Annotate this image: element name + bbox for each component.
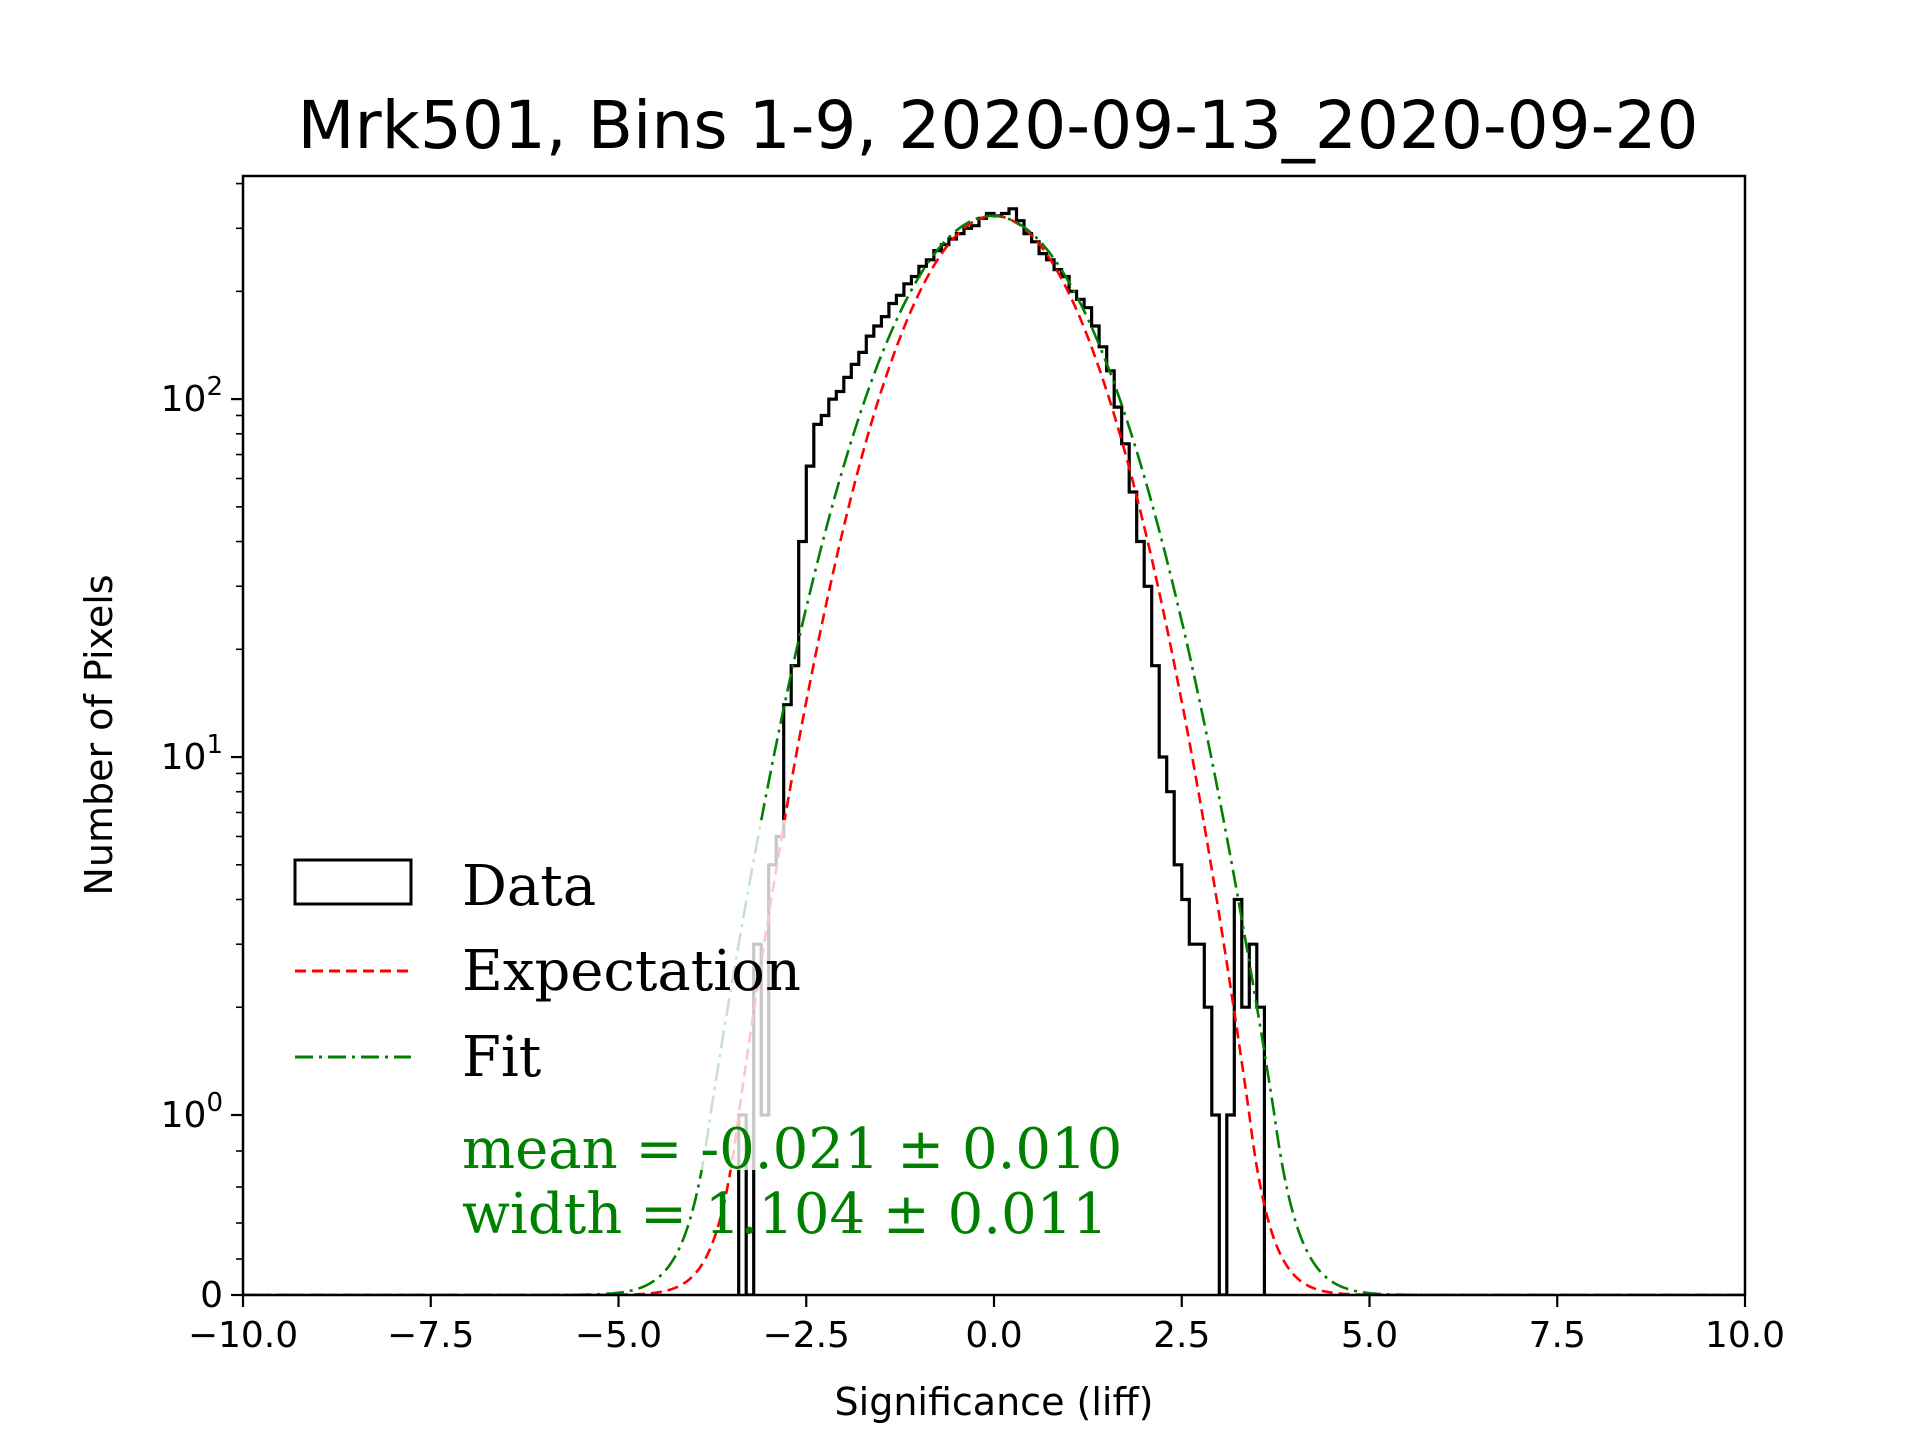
fit-width-annotation: width = 1.104 ± 0.011 [462, 1182, 1108, 1247]
series-layer [243, 207, 1745, 1295]
fit-curve [243, 214, 1745, 1295]
x-tick-label: −10.0 [188, 1315, 298, 1356]
x-tick-label: 0.0 [965, 1315, 1022, 1356]
legend-label-expectation: Expectation [462, 939, 801, 1004]
y-tick-label: 101 [161, 730, 223, 778]
y-axis-label: Number of Pixels [77, 574, 121, 895]
x-axis-label: Significance (liff) [835, 1380, 1154, 1424]
legend-background [270, 820, 870, 1170]
y-tick-label: 100 [161, 1088, 223, 1136]
legend-swatch-data [293, 858, 413, 906]
legend-label-data: Data [462, 854, 596, 919]
x-tick-label: −2.5 [763, 1315, 850, 1356]
y-axis: 0 100 101 102 [161, 182, 243, 1316]
x-axis: −10.0 −7.5 −5.0 −2.5 0.0 2.5 5.0 7.5 10.0 [188, 1295, 1785, 1356]
y-tick-label: 102 [161, 372, 223, 420]
chart-title: Mrk501, Bins 1-9, 2020-09-13_2020-09-20 [298, 87, 1699, 164]
fit-mean-annotation: mean = -0.021 ± 0.010 [462, 1117, 1122, 1182]
x-tick-label: 7.5 [1529, 1315, 1586, 1356]
y-tick-label: 0 [200, 1275, 223, 1316]
x-tick-label: 10.0 [1705, 1315, 1785, 1356]
x-tick-label: 2.5 [1153, 1315, 1210, 1356]
legend-label-fit: Fit [462, 1025, 542, 1090]
legend-mask-layer [270, 820, 870, 1170]
x-tick-label: 5.0 [1341, 1315, 1398, 1356]
legend: Data Expectation Fit [293, 854, 801, 1090]
x-tick-label: −5.0 [575, 1315, 662, 1356]
x-tick-label: −7.5 [387, 1315, 474, 1356]
